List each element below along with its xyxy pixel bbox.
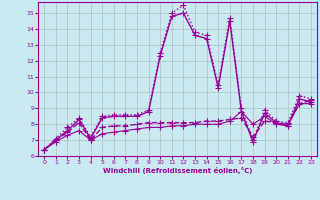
X-axis label: Windchill (Refroidissement éolien,°C): Windchill (Refroidissement éolien,°C): [103, 167, 252, 174]
